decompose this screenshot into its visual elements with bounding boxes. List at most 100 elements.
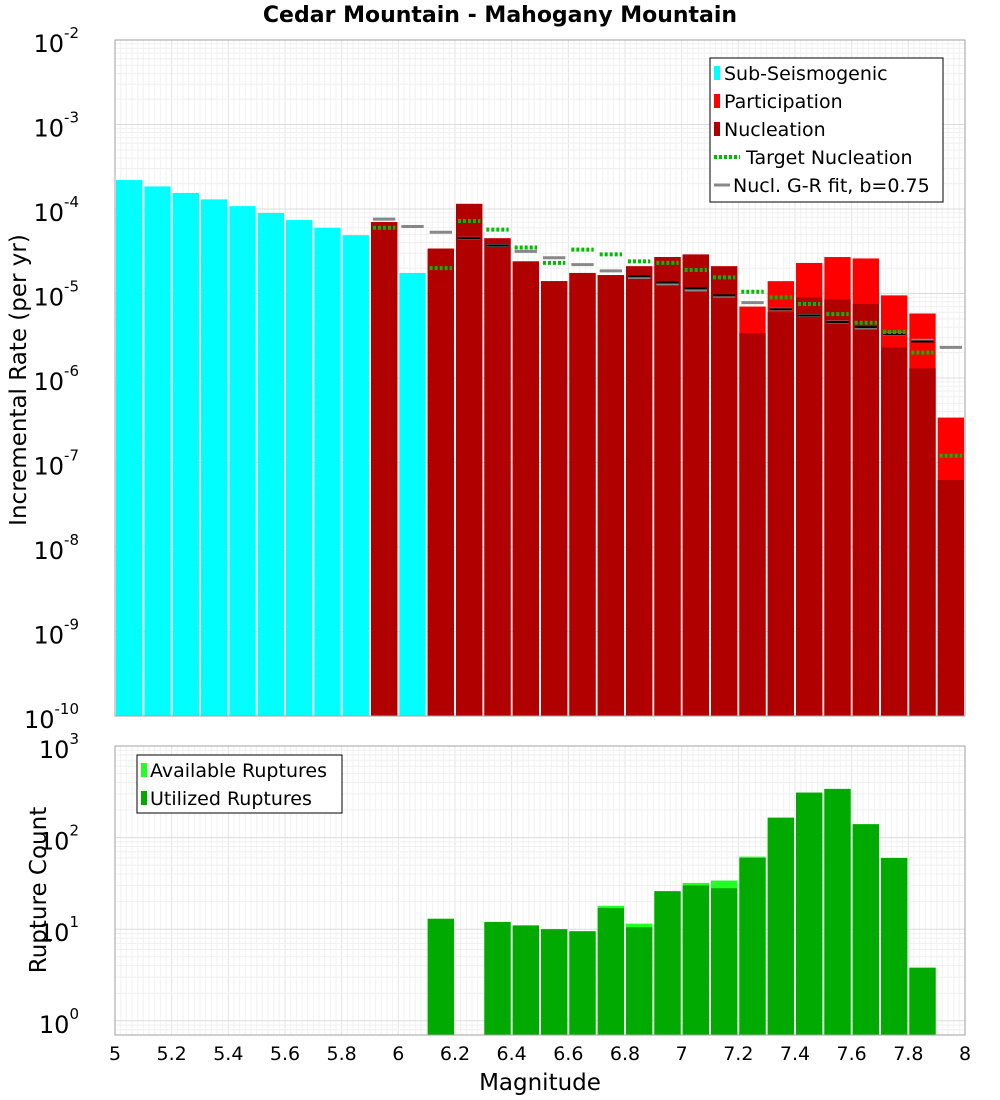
nucleation-bar (456, 203, 483, 716)
count-legend-box (136, 754, 343, 814)
x-tick-label: 8 (959, 1043, 971, 1065)
rate-plot-border (114, 39, 966, 717)
count-bars (427, 788, 936, 1035)
nucleation-bar (739, 333, 766, 716)
sub-seismogenic-bar (201, 199, 228, 717)
y-tick-label: 10-4 (33, 193, 79, 227)
nucleation-bar (512, 261, 539, 716)
x-tick-label: 5.8 (327, 1043, 357, 1065)
utilized-ruptures-bar (682, 885, 709, 1035)
utilized-ruptures-bar (512, 925, 539, 1035)
nucleation-bar (541, 281, 568, 716)
rate-bars (116, 180, 964, 717)
x-axis-label: Magnitude (479, 1070, 601, 1096)
x-tick-label: 5.6 (270, 1043, 300, 1065)
sub-seismogenic-bar (172, 192, 199, 716)
utilized-ruptures-bar (427, 918, 454, 1035)
nucleation-bar (711, 266, 738, 716)
sub-seismogenic-bar (399, 272, 426, 716)
y-tick-label: 10-7 (33, 447, 79, 481)
count-legend-label: Utilized Ruptures (150, 788, 312, 810)
sub-seismogenic-bar (314, 227, 341, 716)
sub-seismogenic-bar (116, 180, 143, 716)
nucleation-bar (597, 275, 624, 716)
count-plot-border (114, 745, 966, 1036)
rate-legend-label: Nucl. G-R fit, b=0.75 (733, 175, 930, 197)
incremental-rate-plot: 10-10 10-9 10-8 10-7 10-6 10-5 10-4 10-3 10-2 Sub… (24, 24, 966, 734)
y-tick-label: 10-8 (33, 531, 79, 565)
nucleation-bar (654, 257, 681, 716)
y-tick-label: 10-5 (33, 278, 79, 312)
count-legend: Available Ruptures Utilized Ruptures (136, 754, 343, 814)
nucleation-bar (909, 368, 936, 716)
x-tick-label: 7.4 (780, 1043, 810, 1065)
nucleation-bar (626, 266, 653, 716)
rate-legend-label: Participation (724, 91, 843, 113)
nucleation-bar (682, 254, 709, 716)
utilized-ruptures-bar (852, 824, 879, 1035)
sub-seismogenic-bar (257, 212, 284, 716)
utilized-ruptures-bar (484, 921, 511, 1035)
participation-legend-swatch (714, 94, 720, 108)
x-tick-label: 6 (392, 1043, 404, 1065)
x-tick-label: 7.2 (723, 1043, 753, 1065)
y-tick-label: 103 (39, 730, 79, 764)
sub-seismogenic-bar (229, 206, 256, 716)
nucleation-bar (569, 272, 596, 716)
rate-legend-label: Sub-Seismogenic (724, 63, 888, 85)
y-tick-label: 102 (39, 822, 79, 856)
utilized-ruptures-bar (824, 788, 851, 1035)
utilized-ruptures-bar (654, 891, 681, 1035)
x-tick-label: 7.6 (837, 1043, 867, 1065)
x-tick-label: 5.2 (157, 1043, 187, 1065)
nucleation-bar (881, 347, 908, 716)
x-tick-label: 5.4 (213, 1043, 243, 1065)
chart-title: Cedar Mountain - Mahogany Mountain (263, 3, 737, 28)
y-tick-label: 10-2 (33, 24, 79, 58)
nucleation-bar (371, 222, 398, 716)
nucleation-bar (937, 480, 964, 716)
utilized-ruptures-bar (909, 967, 936, 1035)
utilized-ruptures-bar (881, 857, 908, 1035)
y-tick-label: 10-10 (24, 700, 79, 734)
x-tick-label: 7 (676, 1043, 688, 1065)
count-legend-label: Available Ruptures (150, 760, 327, 782)
nucleation-bar (796, 297, 823, 716)
rate-markers (373, 217, 962, 458)
utilized-ruptures-bar (569, 931, 596, 1035)
sub-seismogenic-legend-swatch (714, 66, 720, 80)
nucleation-bar (852, 304, 879, 716)
utilized-ruptures-bar (541, 929, 568, 1035)
rate-legend: Sub-Seismogenic Participation Nucleation Ta… (709, 57, 944, 203)
sub-seismogenic-bar (144, 186, 171, 716)
available-ruptures-legend-swatch (141, 763, 147, 777)
nucleation-bar (824, 299, 851, 716)
nucleation-bar (484, 238, 511, 717)
y-tick-label: 10-3 (33, 109, 79, 143)
x-tick-label: 6.6 (553, 1043, 583, 1065)
rate-legend-box (709, 57, 944, 203)
nucleation-legend-swatch (714, 122, 720, 136)
sub-seismogenic-bar (286, 220, 313, 716)
y-axis-label-count: Rupture Count (26, 807, 52, 973)
utilized-ruptures-bar (767, 817, 794, 1035)
utilized-ruptures-bar (711, 888, 738, 1035)
y-tick-label: 10-9 (33, 616, 79, 650)
utilized-ruptures-legend-swatch (141, 791, 147, 805)
utilized-ruptures-bar (626, 927, 653, 1035)
y-tick-label: 101 (39, 913, 79, 947)
y-axis-label-rate: Incremental Rate (per yr) (6, 234, 32, 526)
rupture-count-plot: 100 101 102 103 5 5.2 5.4 5.6 5.8 6 6.2 6.4 6.6 6.8 7 7… (39, 730, 971, 1065)
x-tick-label: 6.8 (610, 1043, 640, 1065)
utilized-ruptures-bar (597, 908, 624, 1035)
x-tick-label: 5 (109, 1043, 121, 1065)
rate-legend-label: Target Nucleation (745, 147, 913, 169)
y-tick-label: 10-6 (33, 362, 79, 396)
rate-legend-label: Nucleation (724, 119, 826, 141)
utilized-ruptures-bar (796, 792, 823, 1035)
x-tick-labels: 5 5.2 5.4 5.6 5.8 6 6.2 6.4 6.6 6.8 7 7.2 7.4 7.6 7.8 8 (109, 1043, 971, 1065)
y-tick-label: 100 (39, 1005, 79, 1039)
nucleation-bar (427, 248, 454, 716)
x-tick-label: 6.2 (440, 1043, 470, 1065)
